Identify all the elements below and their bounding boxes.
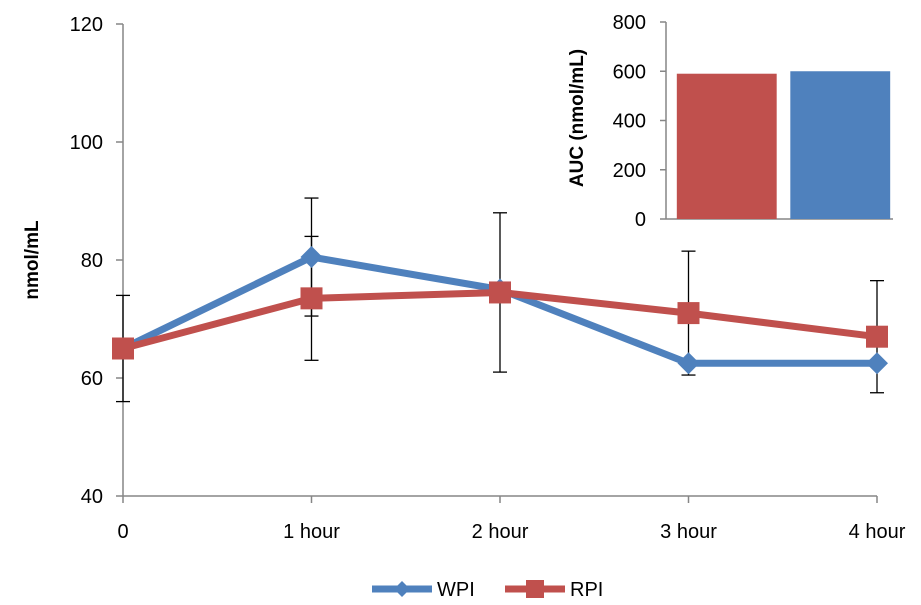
legend-rpi-label: RPI — [570, 579, 603, 601]
main-x-tick-label: 1 hour — [283, 521, 340, 543]
main-y-tick-label: 80 — [81, 250, 103, 272]
data-point-wpi — [300, 246, 323, 269]
main-y-axis-label: nmol/mL — [22, 220, 43, 300]
data-point-rpi — [112, 337, 134, 360]
main-axes — [116, 23, 878, 503]
data-point-rpi — [300, 287, 323, 310]
inset-auc-bar-chart: 0 200 400 600 800 AUC (nmol/mL) — [567, 12, 893, 231]
main-y-tick-label: 100 — [70, 132, 103, 154]
inset-y-tick-label: 600 — [613, 61, 646, 83]
main-series-lines — [112, 246, 888, 375]
main-y-tick-label: 40 — [81, 486, 103, 508]
main-x-tick-label: 4 hour — [849, 521, 906, 543]
auc-bar-wpi — [790, 71, 891, 219]
legend-item-rpi: RPI — [505, 579, 603, 601]
inset-y-tick-label: 0 — [635, 209, 646, 231]
inset-y-tick-label: 800 — [613, 12, 646, 34]
inset-y-tick-label: 400 — [613, 111, 646, 133]
data-point-rpi — [866, 325, 888, 348]
main-x-tick-label: 3 hour — [660, 521, 717, 543]
main-y-tick-label: 60 — [81, 368, 103, 390]
legend: WPI RPI — [372, 579, 603, 601]
data-point-wpi — [677, 352, 700, 375]
inset-bars — [676, 71, 891, 220]
main-y-tick-label: 120 — [70, 14, 103, 36]
main-line-plot: 40 60 80 100 120 0 1 hour 2 hour 3 hour 4 hour nm… — [22, 14, 906, 543]
main-tick-labels: 40 60 80 100 120 0 1 hour 2 hour 3 hour 4 hour — [70, 14, 906, 543]
main-x-tick-label: 0 — [117, 521, 128, 543]
auc-bar-rpi — [676, 73, 777, 220]
legend-item-wpi: WPI — [372, 579, 475, 601]
inset-y-axis-label: AUC (nmol/mL) — [567, 49, 588, 187]
data-point-rpi — [489, 281, 511, 304]
legend-wpi-marker — [394, 581, 410, 597]
data-point-rpi — [677, 302, 700, 325]
legend-rpi-marker — [526, 580, 544, 598]
main-x-tick-label: 2 hour — [472, 521, 529, 543]
inset-tick-labels: 0 200 400 600 800 — [613, 12, 646, 231]
legend-wpi-label: WPI — [437, 579, 475, 601]
inset-y-tick-label: 200 — [613, 160, 646, 182]
data-point-wpi — [866, 352, 888, 375]
